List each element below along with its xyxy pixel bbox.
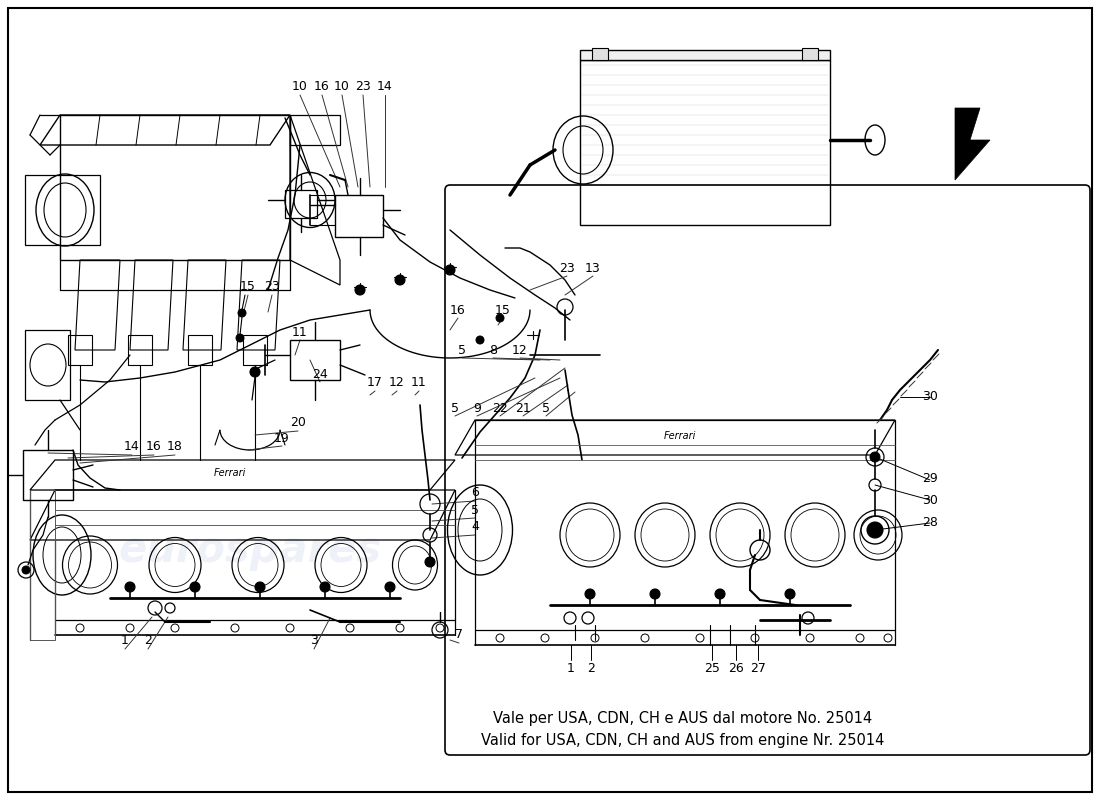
Text: 11: 11 [411,377,427,390]
Bar [580,60,830,225]
Text: 10: 10 [293,81,308,94]
Circle shape [250,367,260,377]
Text: 17: 17 [367,377,383,390]
Text: 23: 23 [264,281,279,294]
Text: 22: 22 [492,402,508,414]
Text: eurospares: eurospares [588,529,851,571]
Text: Ferrari: Ferrari [213,468,246,478]
Text: 19: 19 [274,431,290,445]
Text: 12: 12 [389,377,405,390]
Circle shape [22,566,30,574]
Text: 30: 30 [922,390,938,403]
Circle shape [238,309,246,317]
Text: 6: 6 [471,486,478,499]
Bar [336,195,383,237]
Text: 10: 10 [334,81,350,94]
Text: 3: 3 [310,634,318,647]
Text: 29: 29 [922,471,938,485]
Bar [243,335,267,365]
Bar [188,335,212,365]
Text: 4: 4 [471,521,478,534]
Polygon shape [955,108,990,180]
Text: Vale per USA, CDN, CH e AUS dal motore No. 25014: Vale per USA, CDN, CH e AUS dal motore N… [494,710,872,726]
Circle shape [355,285,365,295]
Bar [128,335,152,365]
Text: 5: 5 [458,343,466,357]
Text: 23: 23 [355,81,371,94]
Circle shape [425,557,435,567]
Text: 23: 23 [559,262,575,274]
Text: 1: 1 [568,662,575,675]
Text: 9: 9 [473,402,481,414]
Text: 14: 14 [377,81,393,94]
Text: 8: 8 [490,343,497,357]
Text: 7: 7 [455,629,463,642]
Text: 20: 20 [290,417,306,430]
Text: 28: 28 [922,515,938,529]
Bar [592,48,608,60]
Text: Ferrari: Ferrari [663,431,696,441]
Circle shape [785,589,795,599]
Bar [23,450,73,500]
Bar [285,190,317,218]
Text: 5: 5 [542,402,550,414]
Bar [290,340,340,380]
Circle shape [190,582,200,592]
Text: 1: 1 [121,634,129,647]
Text: 26: 26 [728,662,744,675]
Text: 27: 27 [750,662,766,675]
Text: 16: 16 [450,303,466,317]
Text: 16: 16 [146,441,162,454]
Text: 2: 2 [587,662,595,675]
Text: Valid for USA, CDN, CH and AUS from engine Nr. 25014: Valid for USA, CDN, CH and AUS from engi… [482,733,884,747]
Bar [802,48,818,60]
Text: 14: 14 [124,441,140,454]
Circle shape [476,336,484,344]
Text: eurospares: eurospares [119,529,382,571]
Text: 21: 21 [515,402,531,414]
Circle shape [650,589,660,599]
Circle shape [236,334,244,342]
Text: 13: 13 [585,262,601,274]
Circle shape [496,314,504,322]
Text: 16: 16 [315,81,330,94]
Circle shape [385,582,395,592]
Circle shape [125,582,135,592]
Bar [68,335,92,365]
Text: 24: 24 [312,367,328,381]
Text: 30: 30 [922,494,938,506]
Text: 25: 25 [704,662,719,675]
Text: 18: 18 [167,441,183,454]
Text: 15: 15 [495,303,510,317]
FancyBboxPatch shape [446,185,1090,755]
Text: 11: 11 [293,326,308,338]
Circle shape [867,522,883,538]
Text: 15: 15 [240,281,256,294]
Circle shape [395,275,405,285]
Text: 12: 12 [513,343,528,357]
Bar [580,50,830,60]
Text: 2: 2 [144,634,152,647]
Text: 5: 5 [471,503,478,517]
Circle shape [715,589,725,599]
Circle shape [320,582,330,592]
Circle shape [870,452,880,462]
Circle shape [446,265,455,275]
Circle shape [255,582,265,592]
Text: 5: 5 [451,402,459,414]
Circle shape [585,589,595,599]
